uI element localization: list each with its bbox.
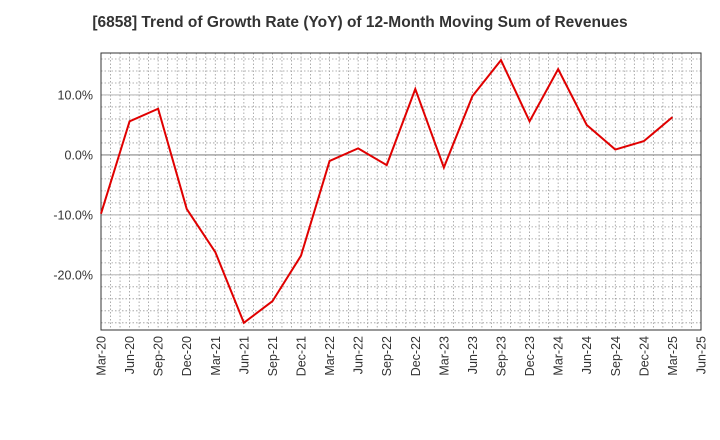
series bbox=[100, 58, 674, 325]
x-tick-label: Dec-24 bbox=[637, 336, 651, 376]
chart-title: [6858] Trend of Growth Rate (YoY) of 12-… bbox=[92, 14, 628, 31]
x-tick-label: Jun-21 bbox=[237, 336, 251, 374]
x-tick-label: Jun-24 bbox=[580, 336, 594, 374]
x-tick-label: Sep-20 bbox=[152, 336, 166, 376]
x-tick-label: Sep-22 bbox=[380, 336, 394, 376]
x-tick-label: Dec-22 bbox=[409, 336, 423, 376]
x-tick-label: Jun-20 bbox=[123, 336, 137, 374]
grid bbox=[101, 53, 701, 330]
x-tick-label: Sep-21 bbox=[266, 336, 280, 376]
x-tick-label: Dec-23 bbox=[523, 336, 537, 376]
x-tick-label: Sep-23 bbox=[495, 336, 509, 376]
y-axis-ticks: 10.0% 0.0% -10.0% -20.0% bbox=[53, 88, 93, 282]
x-tick-label: Dec-21 bbox=[295, 336, 309, 376]
x-tick-label: Jun-25 bbox=[695, 336, 709, 374]
x-axis-ticks: Mar-20 Jun-20 Sep-20 Dec-20 Mar-21 Jun-21 Sep-… bbox=[95, 336, 709, 376]
x-tick-label: Mar-21 bbox=[209, 336, 223, 376]
x-tick-label: Mar-25 bbox=[666, 336, 680, 376]
y-tick-label: 0.0% bbox=[65, 148, 94, 162]
x-tick-label: Mar-22 bbox=[323, 336, 337, 376]
x-tick-label: Jun-23 bbox=[466, 336, 480, 374]
y-tick-label: -10.0% bbox=[53, 208, 93, 222]
x-tick-label: Sep-24 bbox=[609, 336, 623, 376]
plot-frame bbox=[100, 52, 702, 331]
axes bbox=[100, 52, 702, 331]
x-tick-label: Mar-24 bbox=[552, 336, 566, 376]
x-tick-label: Jun-22 bbox=[352, 336, 366, 374]
y-tick-label: -20.0% bbox=[53, 268, 93, 282]
x-tick-label: Mar-23 bbox=[437, 336, 451, 376]
x-tick-label: Dec-20 bbox=[180, 336, 194, 376]
y-tick-label: 10.0% bbox=[58, 88, 93, 102]
x-tick-label: Mar-20 bbox=[95, 336, 109, 376]
